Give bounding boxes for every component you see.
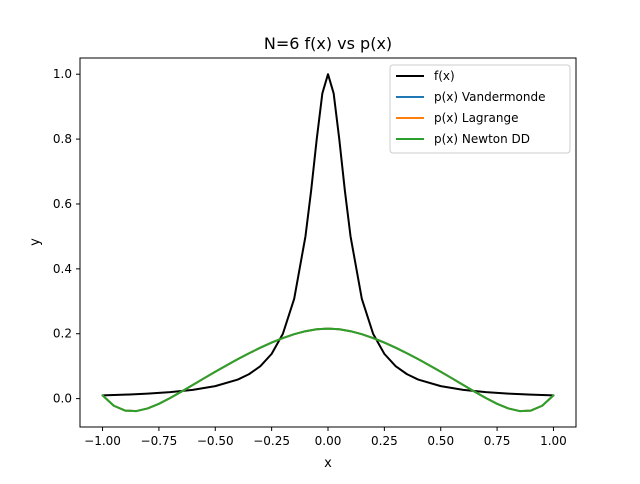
x-tick-label: 0.00 [315, 434, 342, 448]
y-tick-label: 0.0 [53, 392, 72, 406]
x-tick-label: −0.25 [253, 434, 290, 448]
chart-title: N=6 f(x) vs p(x) [264, 34, 392, 53]
y-tick-label: 1.0 [53, 67, 72, 81]
x-tick-label: −0.50 [197, 434, 234, 448]
legend-label: p(x) Lagrange [434, 111, 518, 125]
y-axis: 0.0 0.2 0.4 0.6 0.8 1.0 [53, 67, 80, 406]
x-axis: −1.00 −0.75 −0.50 −0.25 0.00 0.25 0.50 0.75 1.00 [84, 427, 567, 448]
x-tick-label: 0.75 [484, 434, 511, 448]
x-tick-label: 0.50 [427, 434, 454, 448]
x-tick-label: −0.75 [141, 434, 178, 448]
legend-label: p(x) Vandermonde [434, 90, 546, 104]
x-tick-label: 0.25 [371, 434, 398, 448]
legend: f(x) p(x) Vandermonde p(x) Lagrange p(x) Ne… [389, 64, 571, 154]
legend-label: f(x) [434, 69, 455, 83]
y-axis-label: y [28, 238, 43, 246]
x-tick-label: −1.00 [84, 434, 121, 448]
y-tick-label: 0.8 [53, 132, 72, 146]
series-line-3 [101, 327, 555, 413]
legend-box [389, 64, 571, 154]
y-tick-label: 0.4 [53, 262, 72, 276]
series-line-0 [101, 73, 555, 397]
legend-label: p(x) Newton DD [434, 132, 530, 146]
x-axis-label: x [324, 456, 332, 471]
x-tick-label: 1.00 [540, 434, 567, 448]
y-tick-label: 0.2 [53, 327, 72, 341]
plot-series [101, 73, 555, 413]
y-tick-label: 0.6 [53, 197, 72, 211]
